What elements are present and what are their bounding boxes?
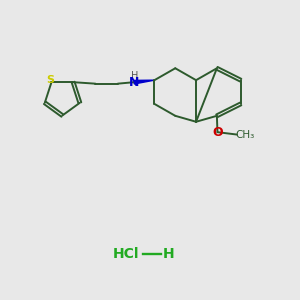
- Text: H: H: [131, 70, 138, 81]
- Text: H: H: [163, 247, 174, 261]
- Polygon shape: [134, 80, 154, 84]
- Text: O: O: [212, 126, 223, 139]
- Text: S: S: [46, 75, 54, 85]
- Text: CH₃: CH₃: [236, 130, 255, 140]
- Text: N: N: [129, 76, 139, 89]
- Text: HCl: HCl: [113, 247, 140, 261]
